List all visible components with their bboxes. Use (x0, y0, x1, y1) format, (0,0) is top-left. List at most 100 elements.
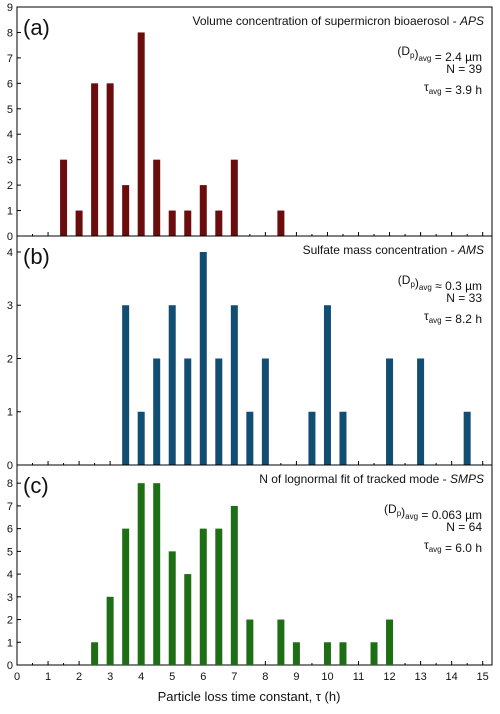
panel-stat: N = 39 (446, 62, 482, 76)
x-tick-label: 3 (107, 671, 113, 683)
panel-stat: N = 33 (446, 291, 482, 305)
x-tick-label: 14 (446, 671, 458, 683)
panel-title-text: Sulfate mass concentration - (303, 243, 458, 257)
panel-stat: (Dp)avg = 0.063 µm (384, 502, 482, 522)
x-tick-label: 12 (383, 671, 395, 683)
bar (230, 159, 238, 236)
y-tick-label: 4 (7, 247, 13, 259)
bar (91, 642, 99, 665)
bar (60, 159, 68, 236)
x-axis-title: Particle loss time constant, τ (h) (158, 689, 341, 704)
x-tick-label: 11 (353, 671, 364, 683)
bar (137, 32, 145, 236)
x-axis: 0 1 2 3 4 5 6 7 8 9 10 11 12 13 14 15 (14, 671, 489, 683)
x-tick-label: 9 (293, 671, 299, 683)
bar (292, 642, 300, 665)
bar (122, 185, 130, 236)
bar (153, 159, 161, 236)
bar (91, 83, 99, 236)
bar (215, 210, 223, 236)
panel-title: Sulfate mass concentration - AMS (303, 243, 484, 257)
bar (463, 411, 471, 465)
panel-stat: (Dp)avg ≈ 0.3 µm (398, 273, 482, 293)
y-tick-label: 0 (7, 660, 13, 672)
x-tick-label: 15 (477, 671, 489, 683)
x-tick-label: 13 (414, 671, 426, 683)
y-tick-label: 5 (7, 104, 13, 116)
y-tick-label: 3 (7, 300, 13, 312)
y-tick-label: 0 (7, 460, 13, 472)
panel-title: Volume concentration of supermicron bioa… (193, 14, 485, 28)
bar (230, 505, 238, 665)
bar (370, 642, 378, 665)
bar (277, 210, 285, 236)
x-tick-label: 6 (200, 671, 206, 683)
panel-frame (16, 464, 493, 666)
bar (215, 528, 223, 665)
y-tick-label: 2 (7, 353, 13, 365)
y-tick-label: 8 (7, 478, 13, 490)
bar (339, 411, 347, 465)
bar (339, 642, 347, 665)
y-tick-label: 0 (7, 231, 13, 243)
x-tick-label: 10 (321, 671, 333, 683)
panel-title-instrument: SMPS (450, 472, 484, 486)
panel-stat: τavg = 6.0 h (424, 538, 482, 555)
x-tick-label: 0 (14, 671, 20, 683)
panel-2: 0 1 2 3 4 5 6 7 8 (c) N of lognormal fit of tracke… (7, 464, 493, 672)
bar (386, 619, 394, 665)
bar (386, 358, 394, 465)
panel-stat: (Dp)avg = 2.4 µm (397, 44, 482, 64)
panel-label: (b) (23, 244, 50, 269)
bar (137, 411, 145, 465)
y-tick-label: 4 (7, 129, 13, 141)
bar (323, 642, 331, 665)
x-tick-label: 8 (262, 671, 268, 683)
bar (323, 305, 331, 465)
bar (106, 596, 114, 665)
bar (277, 619, 285, 665)
y-tick-label: 1 (7, 206, 13, 218)
x-tick-label: 1 (45, 671, 51, 683)
panels-group: 0 1 2 3 4 5 6 7 8 9 (a) Volume concentration of sup… (7, 2, 493, 672)
bar (417, 358, 425, 465)
bar (106, 83, 114, 236)
panel-label: (a) (23, 15, 50, 40)
bar (261, 358, 269, 465)
y-tick-label: 3 (7, 155, 13, 167)
bar (199, 185, 207, 236)
bar (153, 483, 161, 665)
bar (199, 251, 207, 465)
bar (184, 210, 192, 236)
panel-label: (c) (23, 473, 49, 498)
x-tick-label: 2 (76, 671, 82, 683)
y-tick-label: 8 (7, 27, 13, 39)
x-tick-label: 4 (138, 671, 144, 683)
panel-title-instrument: AMS (457, 243, 484, 257)
bar (168, 210, 176, 236)
x-tick-label: 5 (169, 671, 175, 683)
panel-title-text: Volume concentration of supermicron bioa… (193, 14, 460, 28)
panel-0: 0 1 2 3 4 5 6 7 8 9 (a) Volume concentration of sup… (7, 2, 493, 243)
y-tick-label: 6 (7, 524, 13, 536)
bar (308, 411, 316, 465)
y-tick-label: 1 (7, 407, 13, 419)
bar (230, 305, 238, 465)
bar (215, 358, 223, 465)
panel-frame (16, 6, 493, 237)
panel-stat: N = 64 (446, 520, 482, 534)
bar (246, 619, 254, 665)
bar (153, 358, 161, 465)
y-tick-label: 2 (7, 615, 13, 627)
panel-stat: τavg = 8.2 h (424, 309, 482, 326)
panel-1: 0 1 2 3 4 (b) Sulfate mass concentration - AMS… (7, 235, 493, 472)
y-tick-label: 7 (7, 53, 13, 65)
bar (184, 358, 192, 465)
panel-title: N of lognormal fit of tracked mode - SMP… (259, 472, 484, 486)
x-tick-label: 7 (231, 671, 237, 683)
y-tick-label: 6 (7, 78, 13, 90)
panel-stat: τavg = 3.9 h (424, 80, 482, 97)
y-tick-label: 1 (7, 637, 13, 649)
bar (168, 551, 176, 665)
